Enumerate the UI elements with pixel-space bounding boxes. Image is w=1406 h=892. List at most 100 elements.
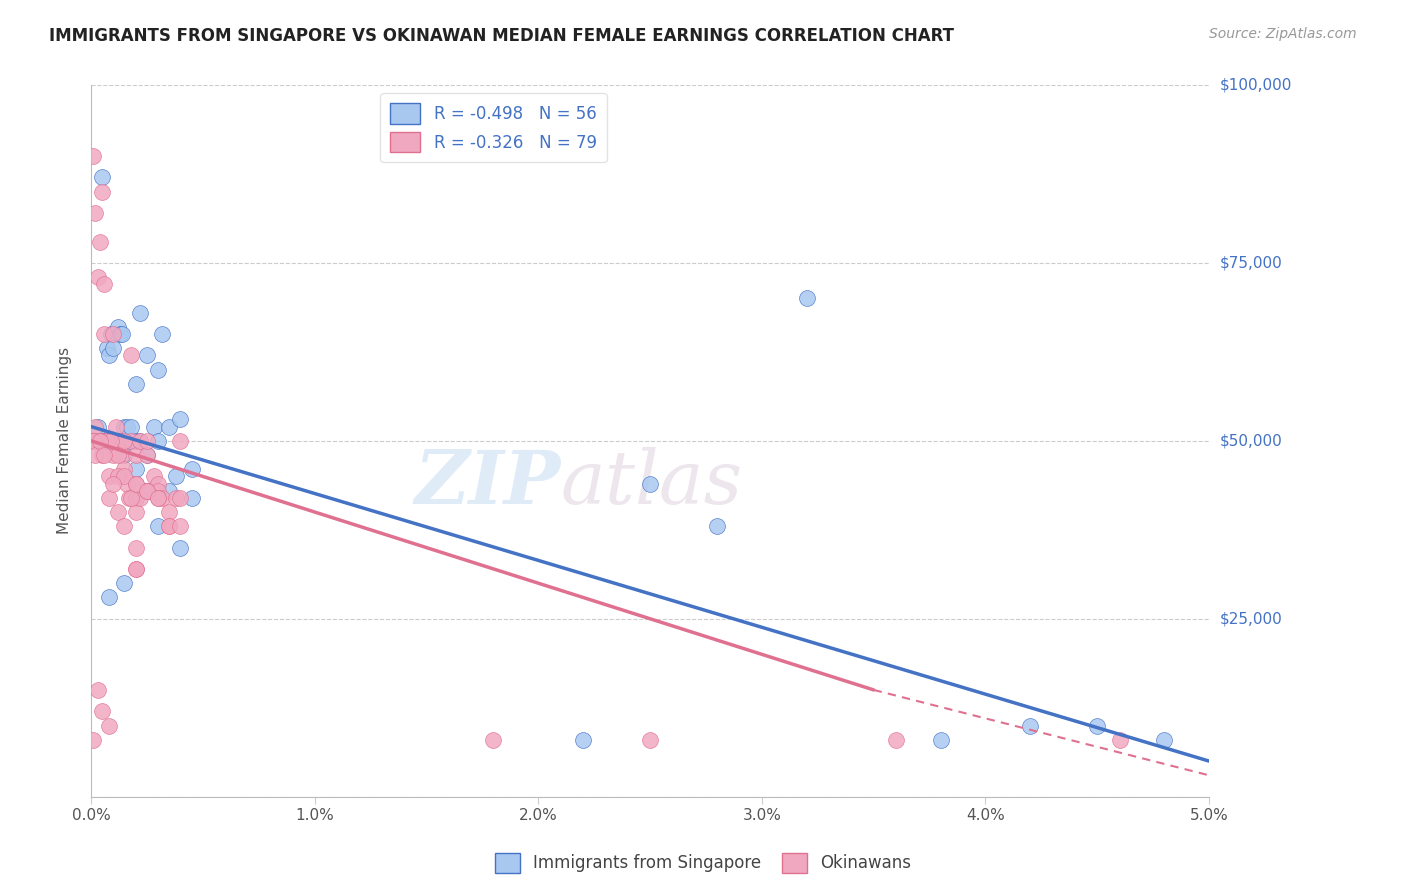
Point xyxy=(97,469,120,483)
Point xyxy=(157,483,180,498)
Point xyxy=(89,434,111,448)
Point xyxy=(84,419,107,434)
Point xyxy=(107,434,129,448)
Point xyxy=(169,491,191,505)
Point xyxy=(114,519,136,533)
Point xyxy=(111,448,134,462)
Point xyxy=(180,491,202,505)
Text: Source: ZipAtlas.com: Source: ZipAtlas.com xyxy=(1209,27,1357,41)
Point xyxy=(114,462,136,476)
Point xyxy=(118,434,141,448)
Point xyxy=(146,362,169,376)
Point xyxy=(135,434,157,448)
Point xyxy=(84,434,107,448)
Point xyxy=(165,491,187,505)
Point xyxy=(114,576,136,591)
Point xyxy=(157,519,180,533)
Point xyxy=(124,541,146,555)
Point xyxy=(124,562,146,576)
Point xyxy=(86,270,108,285)
Point xyxy=(146,434,169,448)
Text: $75,000: $75,000 xyxy=(1220,255,1282,270)
Point xyxy=(572,732,595,747)
Point xyxy=(96,434,118,448)
Point xyxy=(124,434,146,448)
Point xyxy=(124,462,146,476)
Point xyxy=(103,476,125,491)
Point xyxy=(103,326,125,341)
Point xyxy=(142,419,165,434)
Point xyxy=(146,491,169,505)
Point xyxy=(157,519,180,533)
Point xyxy=(82,149,104,163)
Text: IMMIGRANTS FROM SINGAPORE VS OKINAWAN MEDIAN FEMALE EARNINGS CORRELATION CHART: IMMIGRANTS FROM SINGAPORE VS OKINAWAN ME… xyxy=(49,27,955,45)
Point xyxy=(124,505,146,519)
Point xyxy=(91,170,114,185)
Point xyxy=(129,434,152,448)
Point xyxy=(93,434,115,448)
Point xyxy=(100,434,122,448)
Point xyxy=(152,326,174,341)
Point xyxy=(107,505,129,519)
Point xyxy=(97,591,120,605)
Point xyxy=(124,562,146,576)
Point xyxy=(114,448,136,462)
Point xyxy=(91,704,114,718)
Point xyxy=(84,206,107,220)
Point xyxy=(884,732,907,747)
Point xyxy=(103,448,125,462)
Point xyxy=(135,448,157,462)
Point xyxy=(97,434,120,448)
Point xyxy=(152,491,174,505)
Point xyxy=(82,434,104,448)
Point xyxy=(142,469,165,483)
Point xyxy=(93,326,115,341)
Point xyxy=(135,483,157,498)
Point xyxy=(706,519,728,533)
Point xyxy=(124,476,146,491)
Point xyxy=(86,434,108,448)
Point xyxy=(169,434,191,448)
Point xyxy=(118,491,141,505)
Point xyxy=(135,483,157,498)
Point xyxy=(91,448,114,462)
Point xyxy=(169,519,191,533)
Point xyxy=(86,419,108,434)
Point xyxy=(124,491,146,505)
Point xyxy=(124,448,146,462)
Point xyxy=(129,306,152,320)
Point xyxy=(157,419,180,434)
Point xyxy=(89,434,111,448)
Point xyxy=(100,326,122,341)
Point xyxy=(638,732,661,747)
Point xyxy=(91,434,114,448)
Point xyxy=(82,434,104,448)
Point xyxy=(93,277,115,292)
Point xyxy=(100,434,122,448)
Point xyxy=(146,483,169,498)
Point xyxy=(108,326,131,341)
Point xyxy=(169,541,191,555)
Point xyxy=(97,348,120,362)
Point xyxy=(124,491,146,505)
Point xyxy=(120,419,142,434)
Point xyxy=(135,483,157,498)
Point xyxy=(84,434,107,448)
Point xyxy=(135,448,157,462)
Point xyxy=(157,505,180,519)
Point xyxy=(104,419,127,434)
Point xyxy=(1085,718,1108,732)
Point xyxy=(120,491,142,505)
Point xyxy=(107,434,129,448)
Point xyxy=(169,412,191,426)
Point xyxy=(97,718,120,732)
Point xyxy=(93,434,115,448)
Point xyxy=(115,419,138,434)
Point xyxy=(91,185,114,199)
Point xyxy=(146,491,169,505)
Text: $50,000: $50,000 xyxy=(1220,434,1282,449)
Legend: R = -0.498   N = 56, R = -0.326   N = 79: R = -0.498 N = 56, R = -0.326 N = 79 xyxy=(380,94,606,162)
Point xyxy=(135,348,157,362)
Point xyxy=(482,732,505,747)
Point xyxy=(124,376,146,391)
